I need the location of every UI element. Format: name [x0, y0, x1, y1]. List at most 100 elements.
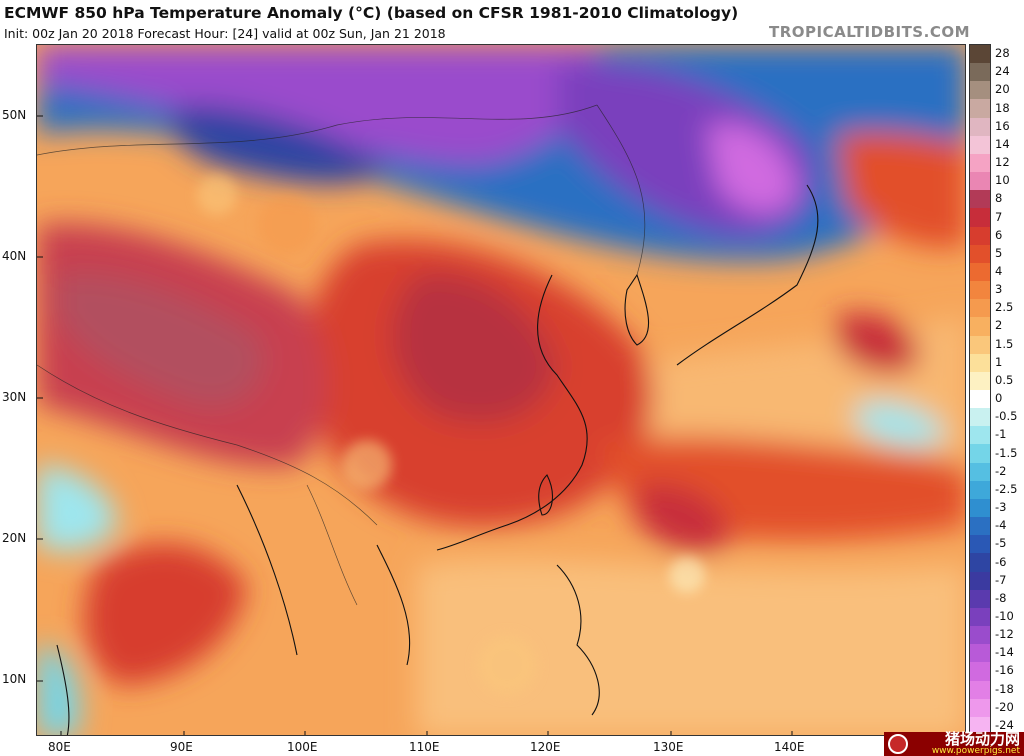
colorbar-segment — [970, 462, 990, 482]
colorbar-label: 24 — [995, 64, 1010, 79]
colorbar-segment — [970, 517, 990, 536]
colorbar-label: -3 — [995, 500, 1007, 515]
manchuria-border — [596, 104, 646, 276]
colorbar-segment — [970, 716, 990, 736]
colorbar-label: 1 — [995, 354, 1003, 369]
vietnam-coast — [376, 544, 411, 666]
colorbar-label: -4 — [995, 518, 1007, 533]
colorbar-label: -10 — [995, 608, 1014, 623]
colorbar-segment — [970, 317, 990, 337]
indochina-west-coast — [236, 484, 298, 656]
colorbar-label: -24 — [995, 717, 1014, 732]
colorbar-segment — [970, 135, 990, 155]
watermark-brand: 猪场动力网 — [944, 730, 1020, 748]
warm-spot-2 — [197, 175, 237, 215]
colorbar-label: 10 — [995, 173, 1010, 188]
india-coast — [56, 644, 70, 735]
china-coast — [436, 274, 588, 551]
cold-core-northwest — [170, 105, 387, 184]
colorbar-segment — [970, 190, 990, 209]
colorbar-label: -16 — [995, 663, 1014, 678]
colorbar-segment — [970, 172, 990, 191]
colorbar-label: 3 — [995, 282, 1003, 297]
source-credit: TROPICALTIDBITS.COM — [769, 23, 970, 41]
colorbar-label: -2 — [995, 463, 1007, 478]
strong-cold-core-northeast — [707, 123, 797, 214]
colorbar-segment — [970, 371, 990, 391]
colorbar-label: 0 — [995, 391, 1003, 406]
colorbar-label: 7 — [995, 209, 1003, 224]
strong-warm-core-east-china — [392, 273, 557, 423]
watermark-logo-icon — [888, 734, 908, 754]
colorbar-segment — [970, 99, 990, 119]
warm-spot-3 — [342, 440, 392, 490]
light-anomaly-south — [417, 559, 965, 735]
colorbar-segment — [970, 244, 990, 264]
colorbar-segment — [970, 644, 990, 663]
colorbar-label: -18 — [995, 681, 1014, 696]
colorbar-label: 6 — [995, 227, 1003, 242]
colorbar-label: 14 — [995, 136, 1010, 151]
colorbar-label: -1.5 — [995, 445, 1018, 460]
colorbar-label: 16 — [995, 118, 1010, 133]
colorbar-segment — [970, 498, 990, 518]
warm-core-philippine-sea — [637, 483, 729, 554]
colorbar-label: 8 — [995, 191, 1003, 206]
colorbar-label: -2.5 — [995, 481, 1018, 496]
colorbar-segment — [970, 535, 990, 554]
lon-label-80e: 80E — [48, 740, 71, 754]
colorbar-segment — [970, 353, 990, 373]
colorbar-segment — [970, 390, 990, 409]
colorbar-segment — [970, 662, 990, 682]
lon-label-130e: 130E — [653, 740, 684, 754]
watermark-url: www.powerpigs.net — [931, 746, 1020, 756]
cool-patch-pacific — [857, 402, 947, 446]
lon-label-110e: 110E — [409, 740, 440, 754]
colorbar-label: -8 — [995, 590, 1007, 605]
mongolia-border — [37, 104, 598, 156]
colorbar-label: 2.5 — [995, 300, 1014, 315]
warm-spot-4 — [669, 557, 705, 593]
colorbar-segment — [970, 626, 990, 645]
colorbar — [969, 44, 991, 736]
colorbar-segment — [970, 81, 990, 100]
colorbar-segment — [970, 153, 990, 173]
lon-label-90e: 90E — [170, 740, 193, 754]
lat-label-50n: 50N — [2, 108, 27, 122]
map-canvas — [37, 45, 965, 735]
colorbar-segment — [970, 335, 990, 355]
colorbar-segment — [970, 589, 990, 609]
colorbar-segment — [970, 480, 990, 500]
colorbar-segment — [970, 408, 990, 427]
colorbar-label: -6 — [995, 554, 1007, 569]
colorbar-segment — [970, 426, 990, 445]
colorbar-label: -7 — [995, 572, 1007, 587]
colorbar-segment — [970, 607, 990, 627]
lon-label-100e: 100E — [287, 740, 318, 754]
warm-spot-5 — [477, 635, 537, 695]
chart-subtitle: Init: 00z Jan 20 2018 Forecast Hour: [24… — [4, 26, 446, 41]
colorbar-label: 12 — [995, 155, 1010, 170]
axis-ticks — [37, 115, 793, 735]
colorbar-segment — [970, 226, 990, 246]
lat-label-30n: 30N — [2, 390, 27, 404]
coastlines — [56, 184, 819, 735]
colorbar-label: -0.5 — [995, 409, 1018, 424]
strong-warm-core-tibet — [57, 273, 264, 407]
colorbar-segment — [970, 45, 990, 64]
colorbar-label: 5 — [995, 245, 1003, 260]
himalaya-border — [37, 364, 378, 526]
country-borders — [37, 104, 646, 606]
lon-label-140e: 140E — [774, 740, 805, 754]
colorbar-segment — [970, 117, 990, 137]
colorbar-label: -12 — [995, 627, 1014, 642]
lon-label-120e: 120E — [530, 740, 561, 754]
colorbar-label: -1 — [995, 427, 1007, 442]
warm-core-east-of-japan — [837, 313, 919, 374]
colorbar-label: 0.5 — [995, 372, 1014, 387]
colorbar-segment — [970, 571, 990, 591]
colorbar-label: -20 — [995, 699, 1014, 714]
lat-label-20n: 20N — [2, 531, 27, 545]
colorbar-segment — [970, 63, 990, 82]
anomaly-map — [36, 44, 966, 736]
